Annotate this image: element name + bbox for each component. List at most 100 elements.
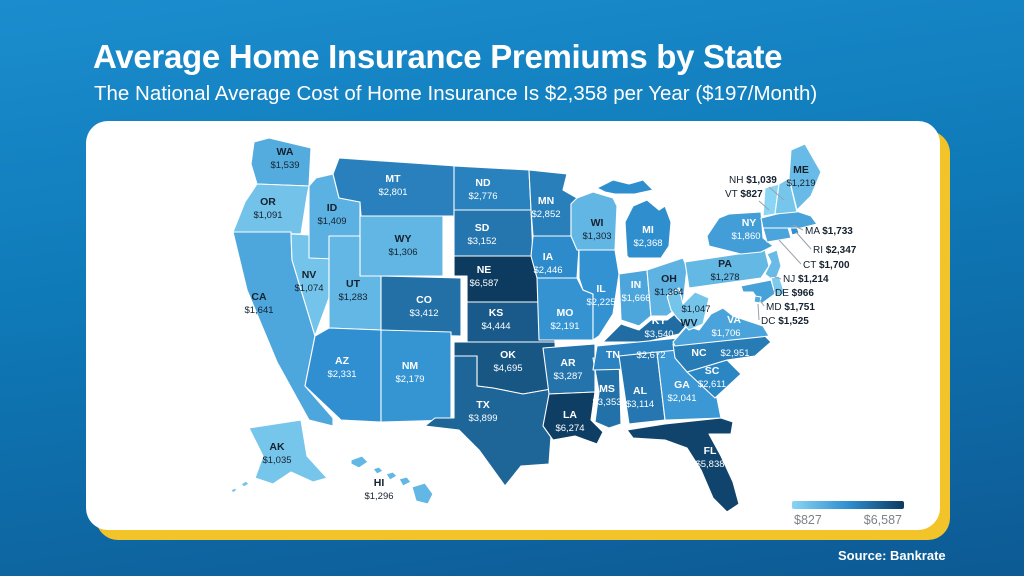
callout-line-DE bbox=[772, 287, 780, 293]
state-label-VA: VA bbox=[727, 314, 741, 326]
state-WY bbox=[359, 215, 444, 277]
state-value-KS: $4,444 bbox=[481, 321, 510, 332]
callout-line-NJ bbox=[772, 275, 782, 280]
state-label-KS: KS bbox=[489, 307, 504, 319]
state-value-OH: $1,364 bbox=[654, 287, 683, 298]
state-value-ND: $2,776 bbox=[468, 191, 497, 202]
state-label-TX: TX bbox=[476, 399, 489, 411]
state-value-AL: $3,114 bbox=[626, 399, 654, 410]
callout-line-MA bbox=[792, 224, 804, 231]
state-label-PA: PA bbox=[718, 258, 732, 270]
state-label-AR: AR bbox=[560, 357, 576, 369]
state-label-IN: IN bbox=[631, 279, 642, 291]
states-layer bbox=[230, 137, 822, 513]
callout-line-RI bbox=[795, 231, 812, 250]
state-value-NY: $1,860 bbox=[731, 231, 760, 242]
state-label-OR: OR bbox=[260, 196, 276, 208]
state-NH bbox=[774, 177, 798, 215]
state-callout-CT: CT $1,700 bbox=[803, 260, 850, 271]
state-label-MS: MS bbox=[599, 383, 615, 395]
state-MD bbox=[740, 279, 776, 305]
state-value-SD: $3,152 bbox=[467, 236, 496, 247]
state-value-IN: $1,666 bbox=[621, 293, 650, 304]
state-label-LA: LA bbox=[563, 409, 577, 421]
legend-gradient-bar bbox=[792, 501, 904, 509]
state-label-SC: SC bbox=[705, 365, 720, 377]
state-OR bbox=[232, 183, 310, 235]
state-value-ME: $1,219 bbox=[786, 178, 815, 189]
labels-layer: WA $1,539 OR $1,091 CA $1,641 NV $1,074 ID $1,409… bbox=[244, 146, 856, 502]
callout-line-CT bbox=[778, 239, 802, 265]
state-DC bbox=[753, 295, 762, 304]
callout-line-MD bbox=[759, 299, 765, 307]
state-value-GA: $2,041 bbox=[667, 393, 696, 404]
state-value-OK: $4,695 bbox=[493, 363, 522, 374]
state-value-WA: $1,539 bbox=[270, 160, 299, 171]
state-MI bbox=[596, 179, 672, 259]
state-value-LA: $6,274 bbox=[555, 423, 584, 434]
state-value-ID: $1,409 bbox=[317, 216, 346, 227]
state-AK bbox=[230, 419, 328, 494]
state-value-PA: $1,278 bbox=[710, 272, 739, 283]
state-label-MI: MI bbox=[642, 224, 654, 236]
state-value-VA: $1,706 bbox=[711, 328, 740, 339]
state-value-NM: $2,179 bbox=[395, 374, 424, 385]
state-IL bbox=[578, 249, 620, 341]
state-FL bbox=[626, 417, 740, 513]
state-value-MS: $3,353 bbox=[592, 397, 621, 408]
state-value-AR: $3,287 bbox=[553, 371, 582, 382]
state-label-CO: CO bbox=[416, 294, 432, 306]
state-value-IL: $2,225 bbox=[586, 297, 615, 308]
state-value-IA: $2,446 bbox=[533, 265, 562, 276]
state-label-HI: HI bbox=[374, 477, 385, 489]
state-label-WA: WA bbox=[277, 146, 294, 158]
state-value-MT: $2,801 bbox=[378, 187, 407, 198]
state-value-CA: $1,641 bbox=[244, 305, 273, 316]
state-value-HI: $1,296 bbox=[364, 491, 393, 502]
callout-line-DC bbox=[757, 303, 760, 321]
state-label-TN: TN bbox=[606, 349, 620, 361]
page-title: Average Home Insurance Premiums by State bbox=[93, 38, 783, 75]
state-label-CA: CA bbox=[251, 291, 267, 303]
state-value-FL: $5,838 bbox=[695, 459, 724, 470]
state-label-MT: MT bbox=[385, 173, 401, 185]
state-label-AL: AL bbox=[633, 385, 648, 397]
state-value-TN: $2,672 bbox=[636, 350, 665, 361]
state-value-SC: $2,611 bbox=[698, 379, 726, 390]
state-value-MO: $2,191 bbox=[550, 321, 579, 332]
state-value-OR: $1,091 bbox=[253, 210, 282, 221]
state-value-AZ: $2,331 bbox=[327, 369, 356, 380]
state-label-NC: NC bbox=[691, 347, 707, 359]
state-value-MI: $2,368 bbox=[633, 238, 662, 249]
state-callout-NJ: NJ $1,214 bbox=[783, 274, 829, 285]
state-label-MN: MN bbox=[538, 195, 554, 207]
state-label-ME: ME bbox=[793, 164, 809, 176]
state-callout-MA: MA $1,733 bbox=[805, 226, 853, 237]
state-label-NE: NE bbox=[477, 264, 492, 276]
state-label-AZ: AZ bbox=[335, 355, 350, 367]
state-value-CO: $3,412 bbox=[409, 308, 438, 319]
state-IN bbox=[618, 269, 652, 327]
state-callout-VT: VT $827 bbox=[725, 189, 763, 200]
state-value-WI: $1,303 bbox=[582, 231, 611, 242]
map-card: WA $1,539 OR $1,091 CA $1,641 NV $1,074 ID $1,409… bbox=[86, 121, 940, 530]
state-label-GA: GA bbox=[674, 379, 690, 391]
state-value-WV: $1,047 bbox=[681, 304, 710, 315]
state-NC bbox=[672, 335, 772, 373]
state-value-NV: $1,074 bbox=[294, 283, 323, 294]
state-WV bbox=[666, 287, 710, 331]
state-label-IL: IL bbox=[596, 283, 606, 295]
page-subtitle: The National Average Cost of Home Insura… bbox=[94, 82, 818, 105]
state-value-AK: $1,035 bbox=[262, 455, 291, 466]
state-label-OH: OH bbox=[661, 273, 677, 285]
legend-min-label: $827 bbox=[794, 513, 822, 527]
state-TX bbox=[424, 355, 560, 487]
state-label-KY: KY bbox=[652, 315, 667, 327]
state-value-TX: $3,899 bbox=[468, 413, 497, 424]
legend-max-label: $6,587 bbox=[863, 513, 902, 527]
us-choropleth-map: WA $1,539 OR $1,091 CA $1,641 NV $1,074 ID $1,409… bbox=[230, 137, 857, 513]
color-scale-legend: $827 $6,587 bbox=[792, 501, 904, 527]
state-value-KY: $3,540 bbox=[644, 329, 673, 340]
state-value-NE: $6,587 bbox=[469, 278, 498, 289]
